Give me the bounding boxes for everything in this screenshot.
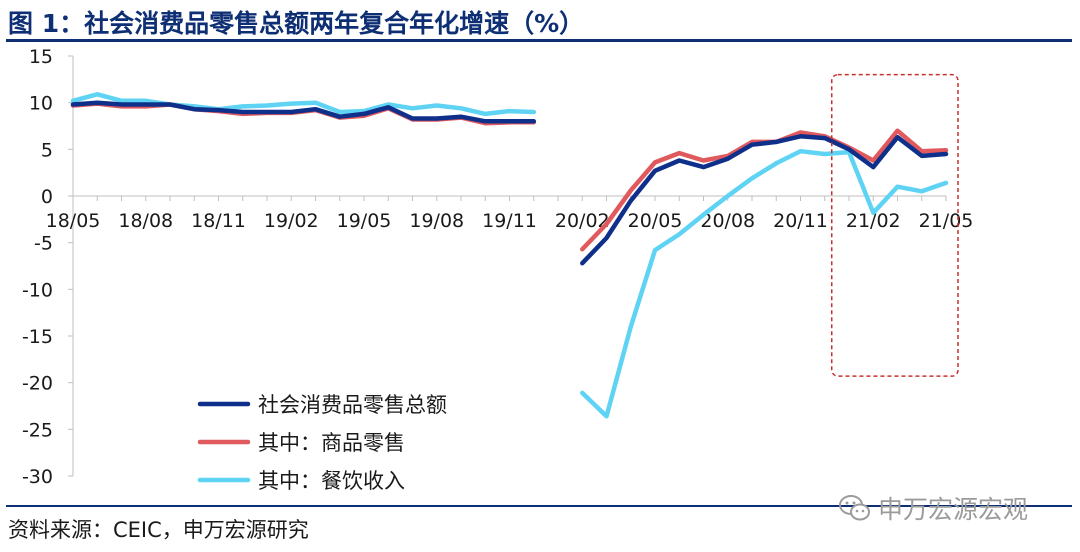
x-tick-label: 19/05 (337, 210, 392, 232)
figure-title: 图 1：社会消费品零售总额两年复合年化增速（%） (8, 9, 585, 38)
legend-label-total: 社会消费品零售总额 (258, 393, 447, 417)
x-tick-label: 19/02 (264, 210, 319, 232)
title-underline (6, 39, 1072, 42)
series-layer (70, 92, 949, 419)
highlight-box (831, 73, 959, 377)
y-tick-label: 5 (41, 139, 53, 161)
series-line-total (70, 100, 537, 124)
x-tick-label: 18/11 (191, 210, 246, 232)
x-tick-label: 18/08 (118, 210, 173, 232)
line-chart: 15 10 5 0 -5 -10 -15 -20 -25 -30 18/05 18/08 18/11 19… (22, 46, 973, 493)
annotation-layer (831, 73, 959, 377)
x-tick-label: 20/08 (700, 210, 755, 232)
bottom-rule (6, 505, 1072, 507)
y-tick-label: 0 (41, 186, 53, 208)
legend-label-goods: 其中：商品零售 (258, 431, 405, 455)
y-tick-label: -25 (22, 419, 53, 441)
x-tick-label: 18/05 (46, 210, 101, 232)
y-tick-label: -15 (22, 326, 53, 348)
x-tick-label: 20/05 (628, 210, 683, 232)
x-tick-label: 21/02 (846, 210, 901, 232)
x-tick-label: 20/02 (555, 210, 610, 232)
y-tick-label: -30 (22, 466, 53, 488)
legend-label-catering: 其中：餐饮收入 (258, 469, 405, 493)
y-tick-label: 10 (29, 93, 53, 115)
series-line-total (580, 134, 949, 266)
series-line-catering (580, 148, 949, 419)
y-tick-label: 15 (29, 46, 53, 68)
axis-layer: 15 10 5 0 -5 -10 -15 -20 -25 -30 18/05 18/08 18/11 19… (22, 46, 973, 488)
watermark: 申万宏源宏观 (838, 488, 1028, 528)
x-tick-label: 20/11 (773, 210, 828, 232)
watermark-text: 申万宏源宏观 (878, 495, 1029, 524)
y-tick-label: -20 (22, 373, 53, 395)
source-note: 资料来源：CEIC，申万宏源研究 (8, 518, 309, 542)
x-tick-label: 19/08 (409, 210, 464, 232)
series-line-catering (70, 92, 537, 117)
y-tick-label: -5 (34, 233, 53, 255)
x-tick-label: 19/11 (482, 210, 537, 232)
y-tick-label: -10 (22, 279, 53, 301)
wechat-icon (839, 495, 870, 521)
x-tick-label: 21/05 (919, 210, 974, 232)
